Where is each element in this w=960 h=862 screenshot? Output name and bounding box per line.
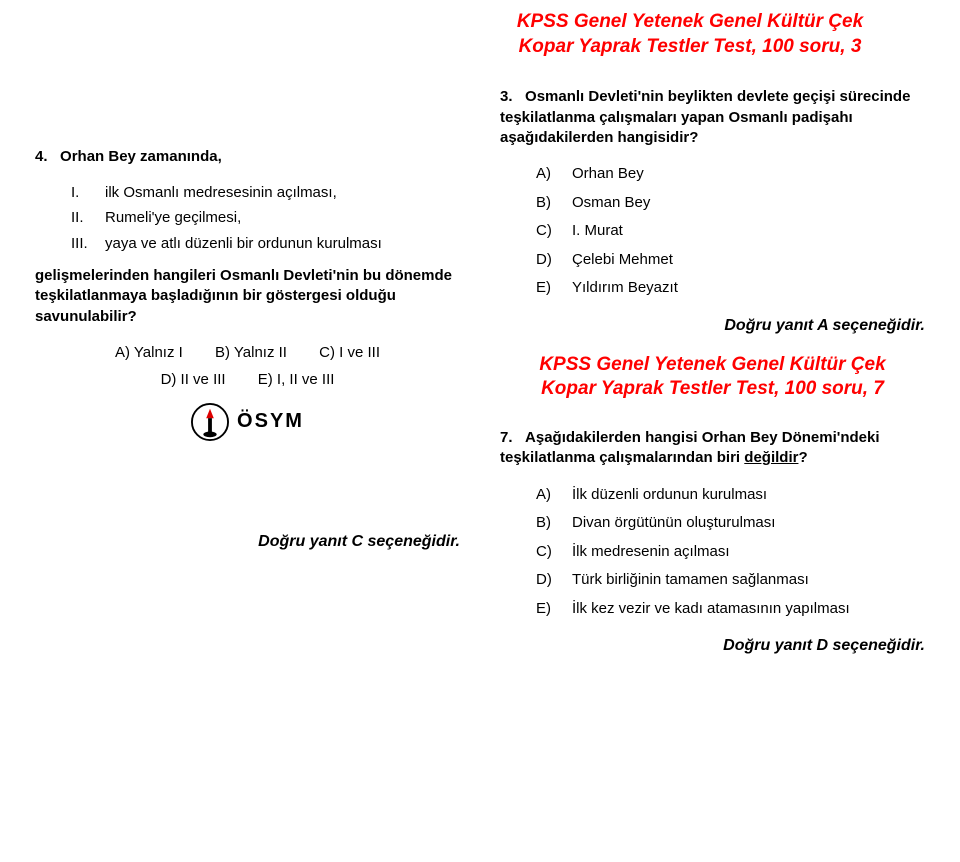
q4-roman-3: III. yaya ve atlı düzenli bir ordunun ku…: [71, 231, 460, 257]
q3-number: 3.: [500, 88, 513, 105]
q3-stem: 3. Osmanlı Devleti'nin beylikten devlete…: [500, 87, 925, 148]
roman-num: III.: [71, 231, 95, 257]
q7-stem-underlined: değildir: [744, 449, 798, 466]
q4-choice-e: E) I, II ve III: [258, 371, 335, 388]
right-column: 3. Osmanlı Devleti'nin beylikten devlete…: [500, 87, 925, 673]
choice-label: C): [536, 217, 560, 246]
choice-label: D): [536, 566, 560, 595]
osym-logo: ÖSYM: [35, 403, 460, 445]
choice-text: İlk düzenli ordunun kurulması: [572, 481, 767, 510]
q3-choice-b: B) Osman Bey: [536, 189, 925, 218]
q4-choice-b: B) Yalnız II: [215, 344, 287, 361]
q3-answer: Doğru yanıt A seçeneğidir.: [500, 317, 925, 335]
choice-text: I. Murat: [572, 217, 623, 246]
osym-logo-text: ÖSYM: [237, 410, 304, 433]
q4-answer: Doğru yanıt C seçeneğidir.: [35, 533, 460, 551]
choice-text: Çelebi Mehmet: [572, 246, 673, 275]
choice-text: Divan örgütünün oluşturulması: [572, 509, 775, 538]
q7-choice-d: D) Türk birliğinin tamamen sağlanması: [536, 566, 925, 595]
choice-text: Türk birliğinin tamamen sağlanması: [572, 566, 809, 595]
q7-choice-a: A) İlk düzenli ordunun kurulması: [536, 481, 925, 510]
roman-text: Rumeli'ye geçilmesi,: [105, 205, 241, 231]
choice-label: A): [536, 481, 560, 510]
left-column: 4. Orhan Bey zamanında, I. ilk Osmanlı m…: [35, 87, 460, 673]
roman-text: ilk Osmanlı medresesinin açılması,: [105, 180, 337, 206]
middle-source: KPSS Genel Yetenek Genel Kültür Çek Kopa…: [500, 353, 925, 402]
columns: 4. Orhan Bey zamanında, I. ilk Osmanlı m…: [35, 87, 925, 673]
q7-stem-post: ?: [798, 449, 807, 466]
q3-choices: A) Orhan Bey B) Osman Bey C) I. Murat D) Çel…: [536, 160, 925, 303]
header-line1: KPSS Genel Yetenek Genel Kültür Çek: [517, 11, 863, 32]
q4-lead: 4. Orhan Bey zamanında,: [35, 147, 460, 167]
roman-text: yaya ve atlı düzenli bir ordunun kurulma…: [105, 231, 382, 257]
choice-label: C): [536, 538, 560, 567]
choice-text: Osman Bey: [572, 189, 650, 218]
choice-label: B): [536, 189, 560, 218]
q3-stem-text: Osmanlı Devleti'nin beylikten devlete ge…: [500, 88, 910, 146]
choice-text: İlk medresenin açılması: [572, 538, 730, 567]
q4-sub-text: gelişmelerinden hangileri Osmanlı Devlet…: [35, 267, 452, 325]
q7-number: 7.: [500, 429, 513, 446]
q4-choice-d: D) II ve III: [161, 371, 226, 388]
q7-stem-pre: Aşağıdakilerden hangisi Orhan Bey Dönemi…: [500, 429, 880, 466]
roman-num: II.: [71, 205, 95, 231]
choice-label: D): [536, 246, 560, 275]
q7-stem: 7. Aşağıdakilerden hangisi Orhan Bey Dön…: [500, 428, 925, 469]
header-source: KPSS Genel Yetenek Genel Kültür Çek Kopa…: [455, 10, 925, 59]
q4-choices: A) Yalnız I B) Yalnız II C) I ve III D) …: [35, 339, 460, 393]
q3-choice-c: C) I. Murat: [536, 217, 925, 246]
roman-num: I.: [71, 180, 95, 206]
q3-choice-d: D) Çelebi Mehmet: [536, 246, 925, 275]
q7-choice-e: E) İlk kez vezir ve kadı atamasının yapıl…: [536, 595, 925, 624]
choice-label: A): [536, 160, 560, 189]
choice-text: Yıldırım Beyazıt: [572, 274, 678, 303]
q4-number: 4.: [35, 148, 48, 165]
q4-choice-a: A) Yalnız I: [115, 344, 183, 361]
q3-choice-a: A) Orhan Bey: [536, 160, 925, 189]
q4-roman-2: II. Rumeli'ye geçilmesi,: [71, 205, 460, 231]
q4-roman-1: I. ilk Osmanlı medresesinin açılması,: [71, 180, 460, 206]
q3-choice-e: E) Yıldırım Beyazıt: [536, 274, 925, 303]
q7-answer: Doğru yanıt D seçeneğidir.: [500, 637, 925, 655]
torch-icon: [191, 403, 229, 441]
choice-label: E): [536, 595, 560, 624]
choice-label: E): [536, 274, 560, 303]
q7-choice-b: B) Divan örgütünün oluşturulması: [536, 509, 925, 538]
q4-roman-list: I. ilk Osmanlı medresesinin açılması, II…: [71, 180, 460, 257]
header-line2: Kopar Yaprak Testler Test, 100 soru, 3: [519, 36, 862, 57]
src-line2: Kopar Yaprak Testler Test, 100 soru, 7: [541, 378, 884, 399]
q4-sub-stem: gelişmelerinden hangileri Osmanlı Devlet…: [35, 266, 460, 327]
choice-label: B): [536, 509, 560, 538]
q7-choice-c: C) İlk medresenin açılması: [536, 538, 925, 567]
src-line1: KPSS Genel Yetenek Genel Kültür Çek: [539, 354, 885, 375]
q4-lead-text: Orhan Bey zamanında,: [60, 148, 222, 165]
choice-text: İlk kez vezir ve kadı atamasının yapılma…: [572, 595, 850, 624]
choice-text: Orhan Bey: [572, 160, 644, 189]
q4-choice-c: C) I ve III: [319, 344, 380, 361]
q7-choices: A) İlk düzenli ordunun kurulması B) Divan …: [536, 481, 925, 624]
